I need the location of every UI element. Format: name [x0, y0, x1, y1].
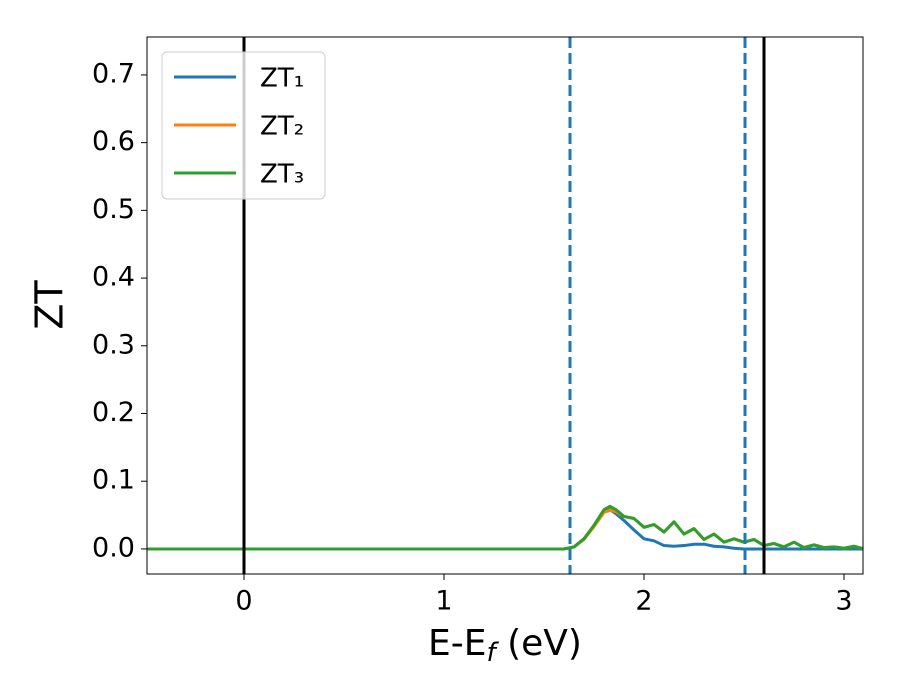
y-tick-label: 0.0 — [92, 532, 135, 563]
legend-label: ZT₂ — [260, 112, 304, 142]
legend-label: ZT₃ — [260, 160, 304, 190]
series-line — [147, 504, 863, 551]
y-tick-label: 0.7 — [92, 58, 135, 89]
x-axis-label: E-Ef (eV) — [428, 623, 582, 668]
x-label-part: (eV) — [496, 623, 582, 664]
y-tick-label: 0.3 — [92, 329, 135, 360]
x-tick-label: 1 — [435, 586, 452, 617]
plot-frame — [146, 36, 864, 575]
y-tick-label: 0.4 — [92, 262, 135, 293]
y-axis-label: ZT — [28, 280, 72, 330]
legend-label: ZT₁ — [260, 64, 304, 94]
legend-box — [161, 51, 326, 200]
y-tick-label: 0.1 — [92, 465, 135, 496]
series-line — [147, 508, 863, 551]
x-tick-label: 0 — [235, 586, 252, 617]
plot — [147, 37, 863, 574]
series-line — [147, 508, 863, 551]
y-tick-label: 0.5 — [92, 194, 135, 225]
x-tick-label: 2 — [635, 586, 652, 617]
y-tick-label: 0.2 — [92, 397, 135, 428]
x-label-part: E-E — [428, 623, 486, 664]
y-tick-label: 0.6 — [92, 126, 135, 157]
x-tick-label: 3 — [835, 586, 852, 617]
